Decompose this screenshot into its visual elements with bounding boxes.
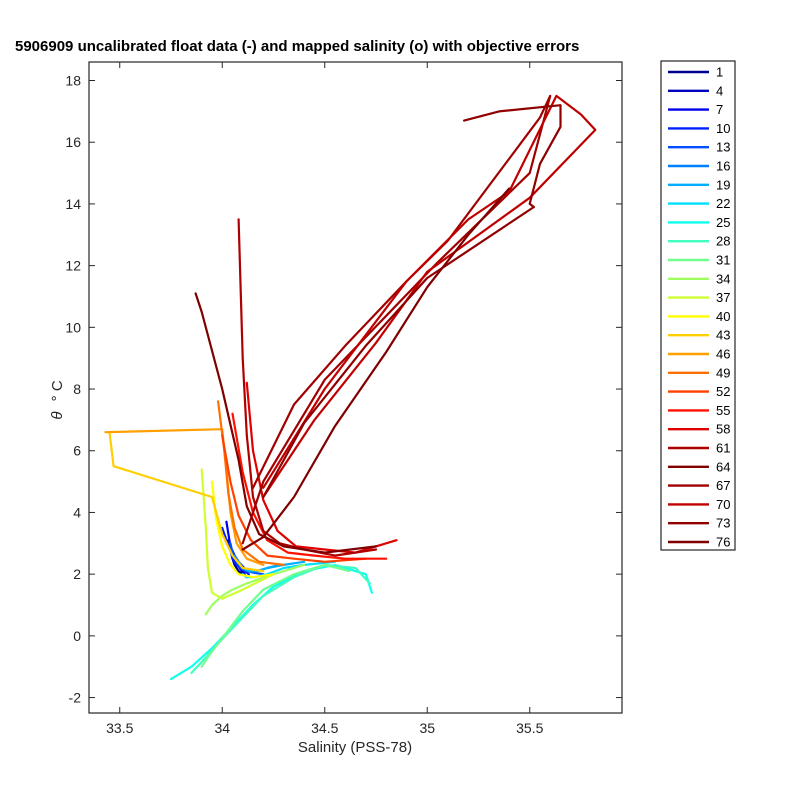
series-line-13 — [229, 542, 265, 576]
legend-label-76: 76 — [716, 535, 730, 550]
chart-title: 5906909 uncalibrated float data (-) and … — [15, 38, 579, 55]
legend-label-61: 61 — [716, 441, 730, 456]
legend-label-37: 37 — [716, 290, 730, 305]
series-line-64 — [194, 292, 378, 554]
legend-label-31: 31 — [716, 253, 730, 268]
y-tick-label: 2 — [73, 566, 81, 582]
legend-label-13: 13 — [716, 140, 730, 155]
x-axis-label: Salinity (PSS-78) — [298, 739, 412, 756]
y-tick-label: 18 — [65, 73, 81, 89]
legend-label-49: 49 — [716, 365, 730, 380]
legend-label-52: 52 — [716, 384, 730, 399]
legend-label-1: 1 — [716, 65, 723, 80]
legend-label-19: 19 — [716, 177, 730, 192]
legend-label-7: 7 — [716, 102, 723, 117]
x-axis-ticks: 33.5 34 34.5 35 35.5 — [106, 62, 544, 736]
x-tick-label: 35.5 — [516, 720, 543, 736]
x-tick-label: 34.5 — [311, 720, 338, 736]
legend-label-70: 70 — [716, 497, 730, 512]
y-tick-label: 8 — [73, 381, 81, 397]
legend — [660, 60, 736, 551]
series-line-76 — [241, 187, 511, 551]
y-tick-label: 6 — [73, 443, 81, 459]
y-axis-ticks: -2 0 2 4 6 8 10 12 14 16 18 — [65, 73, 622, 706]
legend-label-40: 40 — [716, 309, 730, 324]
y-tick-label: 16 — [65, 134, 81, 150]
y-tick-label: 14 — [65, 196, 81, 212]
y-tick-label: 4 — [73, 504, 81, 520]
legend-label-10: 10 — [716, 121, 730, 136]
y-axis-label-unit: ° C — [49, 380, 66, 401]
y-axis-label: θ ° C — [49, 380, 66, 419]
legend-label-22: 22 — [716, 196, 730, 211]
legend-label-43: 43 — [716, 328, 730, 343]
svg-text:θ ° C: θ ° C — [49, 380, 66, 419]
legend-label-4: 4 — [716, 83, 723, 98]
legend-label-64: 64 — [716, 459, 730, 474]
y-tick-label: 0 — [73, 628, 81, 644]
series-line-31 — [200, 563, 351, 668]
legend-label-28: 28 — [716, 234, 730, 249]
series-line-43 — [108, 431, 265, 573]
legend-label-46: 46 — [716, 347, 730, 362]
series-line-55 — [231, 412, 388, 560]
series-line-58 — [245, 381, 398, 554]
y-axis-label-symbol: θ — [49, 412, 66, 420]
y-tick-label: -2 — [69, 690, 82, 706]
series-line-37 — [200, 468, 275, 600]
x-tick-label: 33.5 — [106, 720, 133, 736]
legend-items: 1 4 7 10 13 16 19 22 25 28 31 34 37 40 43 46 49 52 55 58 61 6… — [668, 65, 730, 550]
series-line-52 — [221, 434, 367, 563]
series-lines — [104, 94, 597, 681]
series-line-73 — [262, 104, 562, 499]
legend-label-55: 55 — [716, 403, 730, 418]
legend-label-67: 67 — [716, 478, 730, 493]
series-line-40 — [210, 480, 275, 579]
legend-label-16: 16 — [716, 159, 730, 174]
legend-label-25: 25 — [716, 215, 730, 230]
x-tick-label: 35 — [419, 720, 435, 736]
x-tick-label: 34 — [214, 720, 230, 736]
series-line-70 — [262, 94, 597, 499]
legend-label-73: 73 — [716, 516, 730, 531]
plot-area — [88, 61, 623, 714]
y-tick-label: 12 — [65, 258, 81, 274]
legend-label-58: 58 — [716, 422, 730, 437]
legend-label-34: 34 — [716, 271, 730, 286]
y-tick-label: 10 — [65, 319, 81, 335]
